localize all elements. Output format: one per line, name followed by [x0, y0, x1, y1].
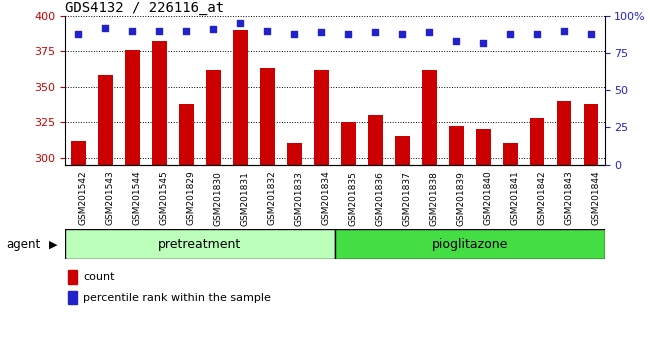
Point [154, 28, 164, 34]
Text: GSM201834: GSM201834 [321, 171, 330, 225]
Text: GSM201543: GSM201543 [105, 171, 114, 225]
Text: ▶: ▶ [49, 239, 57, 250]
Text: count: count [83, 272, 115, 282]
Point [586, 31, 596, 36]
Text: GSM201840: GSM201840 [483, 171, 492, 225]
Text: pioglitazone: pioglitazone [432, 238, 508, 251]
Point [451, 38, 462, 44]
Point [532, 31, 542, 36]
Bar [98, 75, 113, 165]
Bar [368, 115, 383, 165]
Text: GSM201831: GSM201831 [240, 171, 250, 225]
Text: percentile rank within the sample: percentile rank within the sample [83, 292, 271, 303]
Bar [448, 126, 463, 165]
Text: GSM201836: GSM201836 [375, 171, 384, 225]
Bar [395, 136, 410, 165]
Point [478, 40, 488, 46]
Bar [502, 143, 517, 165]
Bar [584, 104, 599, 165]
Text: GSM201545: GSM201545 [159, 171, 168, 225]
Text: GSM201838: GSM201838 [429, 171, 438, 225]
Text: GSM201835: GSM201835 [348, 171, 358, 225]
Text: GSM201832: GSM201832 [267, 171, 276, 225]
Text: GSM201833: GSM201833 [294, 171, 304, 225]
Bar [233, 30, 248, 165]
Bar [314, 70, 329, 165]
Point [100, 25, 110, 31]
Bar [530, 118, 545, 165]
Text: GSM201544: GSM201544 [133, 171, 142, 225]
Bar [68, 291, 77, 304]
Bar [422, 70, 437, 165]
Point [73, 31, 84, 36]
Point [235, 21, 246, 26]
Bar [476, 129, 491, 165]
Text: agent: agent [6, 238, 41, 251]
Point [397, 31, 408, 36]
Bar [556, 101, 571, 165]
Bar [68, 270, 77, 284]
Point [370, 29, 380, 35]
Text: GSM201829: GSM201829 [187, 171, 196, 225]
Point [208, 27, 218, 32]
Text: GSM201839: GSM201839 [456, 171, 465, 225]
Point [181, 28, 192, 34]
Text: GSM201842: GSM201842 [537, 171, 546, 225]
Bar [179, 104, 194, 165]
Point [127, 28, 138, 34]
Text: GSM201542: GSM201542 [79, 171, 88, 225]
Bar [341, 122, 356, 165]
Point [316, 29, 326, 35]
Point [505, 31, 515, 36]
Text: GSM201843: GSM201843 [564, 171, 573, 225]
Bar [71, 141, 86, 165]
Bar [287, 143, 302, 165]
Point [559, 28, 569, 34]
Bar [260, 68, 275, 165]
Bar [125, 50, 140, 165]
Bar [65, 229, 335, 259]
Text: GSM201830: GSM201830 [213, 171, 222, 225]
Text: GSM201844: GSM201844 [591, 171, 600, 225]
Point [343, 31, 354, 36]
Bar [206, 70, 221, 165]
Text: pretreatment: pretreatment [158, 238, 242, 251]
Text: GSM201841: GSM201841 [510, 171, 519, 225]
Text: GSM201837: GSM201837 [402, 171, 411, 225]
Point [262, 28, 272, 34]
Point [289, 31, 300, 36]
Bar [152, 41, 167, 165]
Text: GDS4132 / 226116_at: GDS4132 / 226116_at [65, 1, 224, 15]
Bar [335, 229, 604, 259]
Point [424, 29, 434, 35]
